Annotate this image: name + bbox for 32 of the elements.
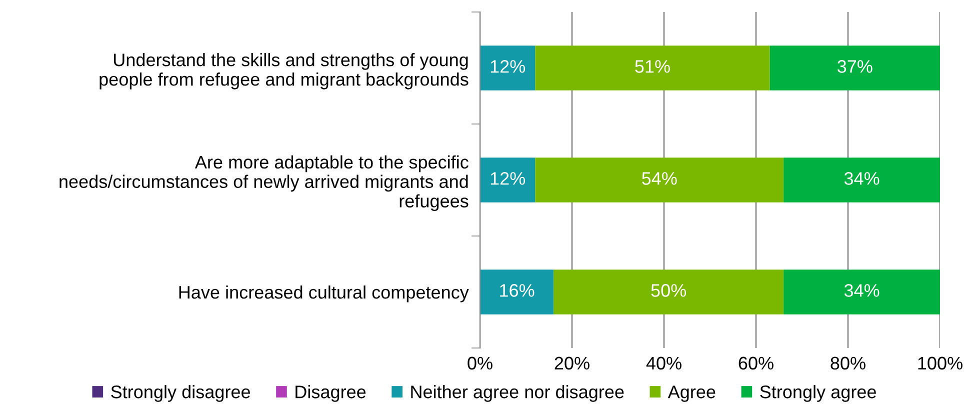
data-label: 54% xyxy=(642,172,677,185)
x-tick-label: 0% xyxy=(468,356,492,370)
bar xyxy=(770,46,940,90)
data-label: 50% xyxy=(651,284,686,297)
data-label: 34% xyxy=(844,284,880,297)
legend-label: Neither agree nor disagree xyxy=(411,385,624,402)
x-tick-label: 20% xyxy=(554,356,590,370)
x-tick-label: 60% xyxy=(738,356,774,370)
data-label: 16% xyxy=(500,284,534,297)
legend-label: Agree xyxy=(668,386,716,402)
legend-label: Disagree xyxy=(296,385,366,402)
y-tick-label: Understand the skills and strengths of young people from refugee and migrant backgrounds xyxy=(100,53,468,90)
bar xyxy=(535,158,784,202)
bar xyxy=(535,46,770,90)
legend-label: Strongly disagree xyxy=(111,385,250,402)
bar xyxy=(784,158,940,202)
bar xyxy=(480,46,536,90)
bar xyxy=(784,270,940,314)
data-label: 12% xyxy=(490,172,526,185)
data-label: 12% xyxy=(490,60,526,73)
y-tick-label: Have increased cultural competency xyxy=(179,285,469,302)
bar xyxy=(554,270,784,314)
x-tick-label: 40% xyxy=(646,356,682,370)
legend-label: Strongly agree xyxy=(760,385,876,402)
bar xyxy=(480,158,536,202)
data-label: 51% xyxy=(635,60,670,73)
x-tick-label: 100% xyxy=(918,356,962,370)
bar xyxy=(480,270,554,314)
data-label: 34% xyxy=(844,172,880,185)
y-tick-label: Are more adaptable to the specific needs/circumstances of newly arrived migrants and refugees xyxy=(60,155,468,212)
x-tick-label: 80% xyxy=(830,356,866,370)
data-label: 37% xyxy=(838,60,872,73)
